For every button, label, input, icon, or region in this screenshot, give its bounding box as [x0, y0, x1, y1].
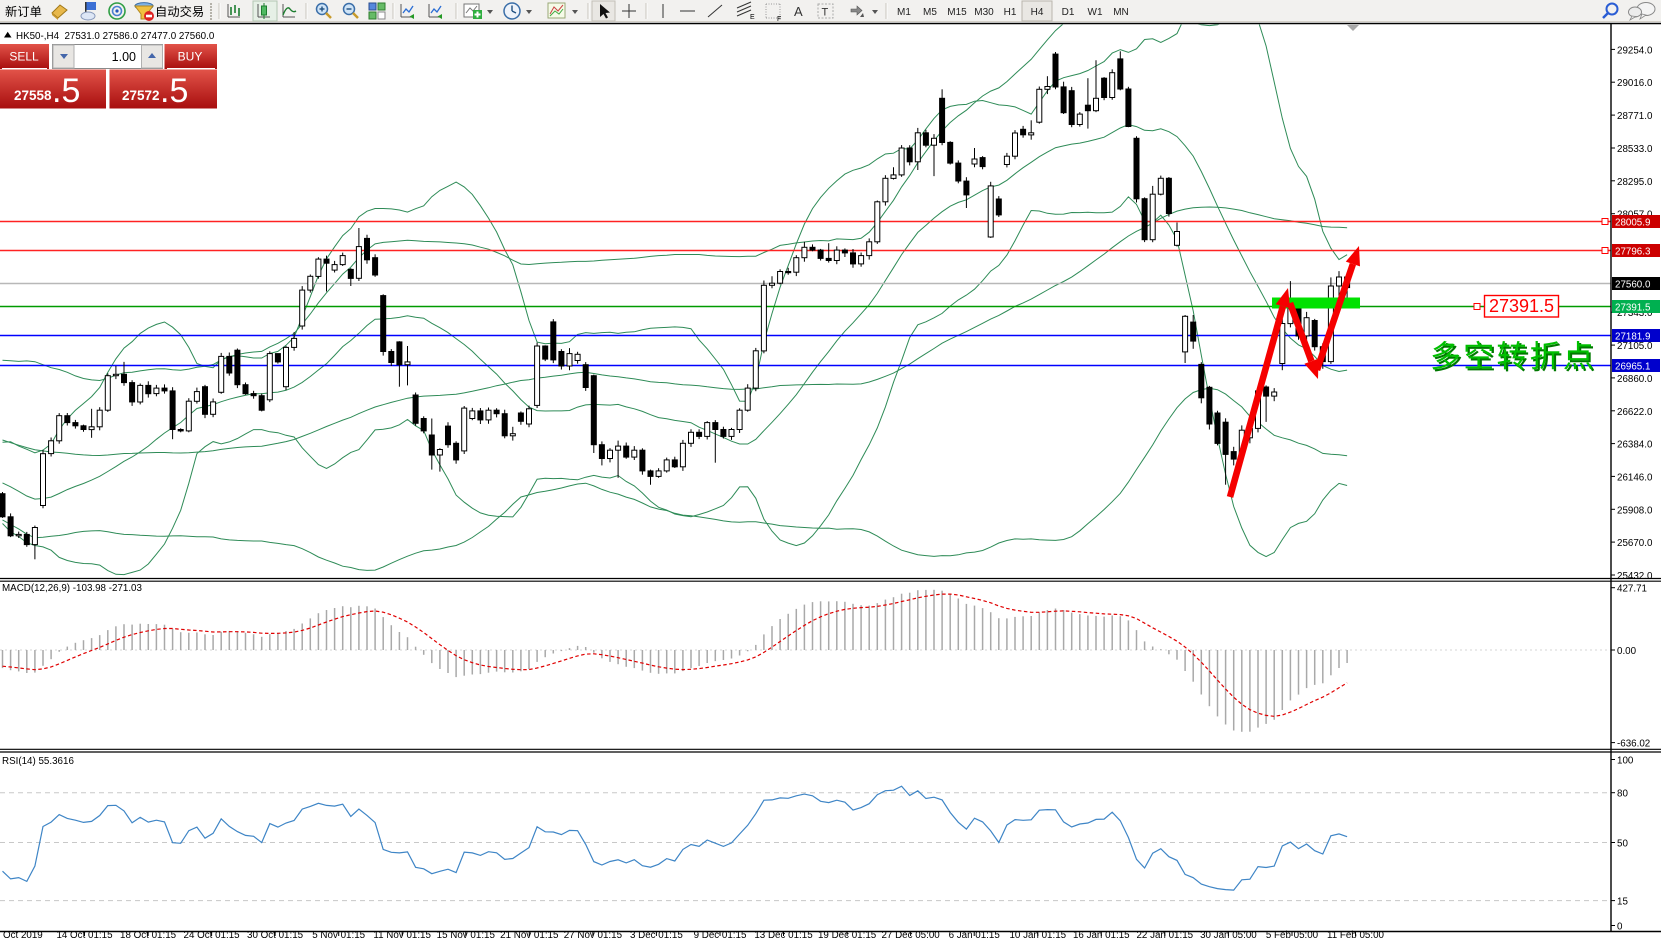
svg-text:27181.9: 27181.9 — [1615, 332, 1650, 343]
svg-text:H1: H1 — [1004, 7, 1017, 18]
svg-text:27391.5: 27391.5 — [1615, 303, 1651, 314]
svg-text:BUY: BUY — [178, 50, 203, 64]
svg-text:-636.02: -636.02 — [1617, 739, 1650, 750]
svg-text:22 Jan 01:15: 22 Jan 01:15 — [1136, 930, 1193, 941]
svg-text:0: 0 — [1617, 922, 1623, 933]
svg-text:14 Oct 01:15: 14 Oct 01:15 — [56, 930, 113, 941]
svg-text:15: 15 — [1617, 897, 1628, 908]
svg-text:10 Jan 01:15: 10 Jan 01:15 — [1009, 930, 1066, 941]
svg-text:D1: D1 — [1062, 7, 1075, 18]
svg-text:27 Nov 01:15: 27 Nov 01:15 — [564, 930, 623, 941]
svg-text:5 Nov 01:15: 5 Nov 01:15 — [312, 930, 365, 941]
svg-text:13 Dec 01:15: 13 Dec 01:15 — [754, 930, 813, 941]
svg-text:9 Dec 01:15: 9 Dec 01:15 — [694, 930, 747, 941]
svg-text:F: F — [777, 16, 781, 23]
svg-text:29016.0: 29016.0 — [1617, 78, 1653, 89]
svg-text:26384.0: 26384.0 — [1617, 440, 1653, 451]
svg-text:.5: .5 — [160, 72, 188, 110]
svg-text:80: 80 — [1617, 789, 1628, 800]
svg-text:25908.0: 25908.0 — [1617, 505, 1653, 516]
svg-text:11 Nov 01:15: 11 Nov 01:15 — [373, 930, 431, 941]
svg-text:E: E — [750, 14, 755, 21]
svg-text:M15: M15 — [947, 7, 967, 18]
svg-text:25432.0: 25432.0 — [1617, 571, 1653, 582]
svg-text:RSI(14) 55.3616: RSI(14) 55.3616 — [2, 756, 74, 767]
svg-text:27343.0: 27343.0 — [1617, 308, 1653, 319]
svg-text:28533.0: 28533.0 — [1617, 144, 1653, 155]
svg-text:M1: M1 — [897, 7, 911, 18]
svg-text:25670.0: 25670.0 — [1617, 538, 1653, 549]
svg-text:27558: 27558 — [14, 88, 52, 103]
svg-text:0.00: 0.00 — [1617, 646, 1637, 657]
svg-text:5 Feb 05:00: 5 Feb 05:00 — [1266, 930, 1319, 941]
svg-text:27572: 27572 — [122, 88, 160, 103]
svg-text:MN: MN — [1113, 7, 1129, 18]
svg-text:SELL: SELL — [9, 50, 39, 64]
svg-text:28771.0: 28771.0 — [1617, 111, 1653, 122]
svg-text:26146.0: 26146.0 — [1617, 472, 1653, 483]
svg-text:M30: M30 — [974, 7, 994, 18]
svg-text:M5: M5 — [923, 7, 937, 18]
svg-text:50: 50 — [1617, 839, 1628, 850]
svg-text:427.71: 427.71 — [1617, 584, 1647, 595]
svg-text:6 Jan 01:15: 6 Jan 01:15 — [949, 930, 1001, 941]
svg-text:A: A — [794, 4, 803, 19]
svg-text:29254.0: 29254.0 — [1617, 45, 1653, 56]
svg-text:19 Dec 01:15: 19 Dec 01:15 — [818, 930, 877, 941]
svg-text:26860.0: 26860.0 — [1617, 374, 1653, 385]
svg-text:W1: W1 — [1088, 7, 1103, 18]
svg-text:T: T — [822, 7, 829, 19]
svg-text:30 Jan 05:00: 30 Jan 05:00 — [1200, 930, 1257, 941]
svg-text:30 Oct 01:15: 30 Oct 01:15 — [247, 930, 304, 941]
svg-text:26622.0: 26622.0 — [1617, 407, 1653, 418]
svg-text:21 Nov 01:15: 21 Nov 01:15 — [500, 930, 559, 941]
svg-text:26965.1: 26965.1 — [1615, 362, 1650, 373]
svg-text:27391.5: 27391.5 — [1489, 296, 1554, 316]
svg-text:18 Oct 01:15: 18 Oct 01:15 — [120, 930, 177, 941]
svg-text:27 Dec 05:00: 27 Dec 05:00 — [881, 930, 940, 941]
svg-text:1.00: 1.00 — [112, 50, 136, 64]
svg-text:H4: H4 — [1031, 7, 1044, 18]
svg-text:Oct 2019: Oct 2019 — [3, 930, 43, 941]
svg-text:28295.0: 28295.0 — [1617, 177, 1653, 188]
svg-text:HK50-,H4 27531.0 27586.0 2747: HK50-,H4 27531.0 27586.0 27477.0 27560.0 — [16, 31, 215, 42]
svg-text:100: 100 — [1617, 756, 1634, 767]
svg-text:28005.9: 28005.9 — [1615, 218, 1650, 229]
svg-text:3 Dec 01:15: 3 Dec 01:15 — [630, 930, 683, 941]
svg-text:27105.0: 27105.0 — [1617, 341, 1653, 352]
svg-text:24 Oct 01:15: 24 Oct 01:15 — [184, 930, 241, 941]
svg-text:MACD(12,26,9) -103.98 -271.03: MACD(12,26,9) -103.98 -271.03 — [2, 583, 143, 594]
svg-text:15 Nov 01:15: 15 Nov 01:15 — [437, 930, 496, 941]
svg-text:11 Feb 05:00: 11 Feb 05:00 — [1327, 930, 1385, 941]
svg-text:27560.0: 27560.0 — [1615, 280, 1651, 291]
svg-text:27796.3: 27796.3 — [1615, 247, 1651, 258]
svg-text:16 Jan 01:15: 16 Jan 01:15 — [1073, 930, 1130, 941]
svg-text:.5: .5 — [52, 72, 80, 110]
